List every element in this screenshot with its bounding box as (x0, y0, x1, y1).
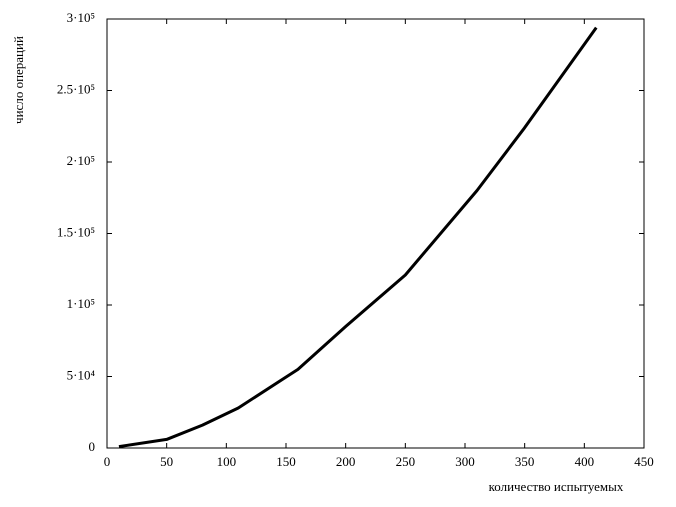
y-tick-label: 2·10⁵ (67, 153, 95, 168)
x-tick-label: 50 (160, 454, 173, 469)
x-axis-title: количество испытуемых (489, 479, 624, 494)
y-tick-label: 5·10⁴ (67, 367, 96, 382)
y-tick-label: 1.5·10⁵ (57, 224, 95, 239)
y-tick-label: 3·10⁵ (67, 10, 95, 25)
x-tick-label: 350 (515, 454, 535, 469)
y-tick-label: 0 (89, 439, 96, 454)
y-tick-label: 1·10⁵ (67, 296, 95, 311)
x-tick-label: 150 (276, 454, 296, 469)
plot-frame (106, 18, 645, 449)
x-tick-label: 200 (336, 454, 356, 469)
x-tick-label: 300 (455, 454, 475, 469)
y-axis-title: число операций (11, 36, 26, 124)
x-tick-label: 450 (634, 454, 654, 469)
x-tick-label: 250 (396, 454, 416, 469)
y-tick-label: 2.5·10⁵ (57, 81, 95, 96)
x-tick-label: 0 (104, 454, 111, 469)
x-tick-label: 400 (575, 454, 595, 469)
data-line (118, 26, 598, 449)
x-tick-label: 100 (217, 454, 237, 469)
